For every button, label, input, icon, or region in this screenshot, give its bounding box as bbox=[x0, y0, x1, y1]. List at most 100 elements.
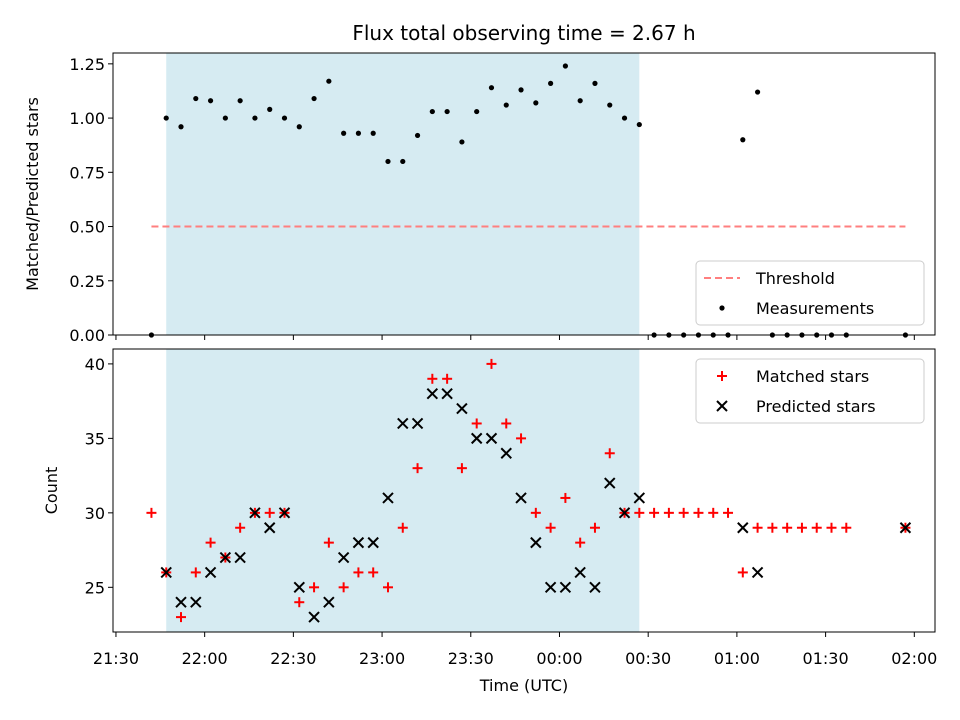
legend-entry: Matched stars bbox=[717, 367, 869, 386]
predicted-star-point bbox=[544, 581, 557, 594]
predicted-star-point bbox=[530, 536, 542, 549]
count-panel-frame bbox=[112, 348, 936, 633]
matched-star-point bbox=[678, 507, 689, 518]
measurement-point bbox=[740, 137, 746, 143]
legend-swatch bbox=[717, 371, 727, 381]
matched-star-point bbox=[575, 537, 586, 548]
predicted-star-point bbox=[234, 551, 246, 564]
legend-entry: Measurements bbox=[719, 299, 874, 318]
predicted-star-point bbox=[249, 507, 261, 519]
matched-star-point bbox=[841, 522, 852, 533]
measurement-point bbox=[548, 80, 554, 86]
ratio-legend: Threshold Measurements bbox=[695, 260, 925, 326]
matched-star-point bbox=[723, 507, 734, 518]
measurement-point bbox=[326, 78, 332, 84]
matched-star-point bbox=[412, 463, 423, 474]
predicted-star-point bbox=[751, 566, 764, 579]
legend-box bbox=[695, 260, 925, 326]
y-tick-label: 25 bbox=[85, 578, 105, 597]
x-tick-label: 23:30 bbox=[448, 649, 494, 668]
matched-star-point bbox=[323, 537, 334, 548]
matched-star-point bbox=[767, 522, 778, 533]
predicted-star-point bbox=[190, 596, 202, 608]
matched-star-point bbox=[338, 582, 349, 593]
matched-star-point bbox=[604, 448, 615, 459]
predicted-star-point bbox=[219, 551, 232, 564]
count-legend: Matched stars Predicted stars bbox=[695, 358, 925, 424]
x-tick-label: 01:30 bbox=[803, 649, 849, 668]
predicted-star-point bbox=[397, 417, 409, 430]
x-tick-label: 22:00 bbox=[182, 649, 228, 668]
legend-label: Threshold bbox=[755, 269, 835, 288]
predicted-star-point bbox=[293, 581, 305, 594]
matched-star-point bbox=[516, 433, 527, 444]
measurement-point bbox=[370, 130, 376, 136]
predicted-star-point bbox=[485, 432, 498, 445]
matched-star-point bbox=[353, 567, 364, 578]
legend-swatch bbox=[719, 305, 725, 311]
x-tick-label: 02:00 bbox=[891, 649, 937, 668]
matched-star-point bbox=[294, 597, 305, 608]
x-tick-label: 00:00 bbox=[536, 649, 582, 668]
y-tick-label: 35 bbox=[85, 429, 105, 448]
predicted-star-point bbox=[264, 522, 276, 534]
legend-box bbox=[695, 358, 925, 424]
predicted-star-point bbox=[456, 402, 468, 415]
measurement-point bbox=[636, 121, 642, 128]
matched-star-point bbox=[663, 507, 674, 518]
matched-star-point bbox=[427, 373, 438, 384]
matched-star-point bbox=[752, 522, 763, 533]
ratio-y-axis-label: Matched/Predicted stars bbox=[23, 97, 42, 291]
predicted-star-point bbox=[589, 581, 601, 594]
measurement-point bbox=[754, 89, 761, 95]
predicted-star-point bbox=[604, 477, 616, 489]
x-axis-label: Time (UTC) bbox=[479, 676, 568, 695]
matched-star-point bbox=[589, 522, 600, 533]
matched-star-point bbox=[397, 522, 408, 533]
matched-star-point bbox=[826, 522, 837, 533]
y-tick-label: 40 bbox=[85, 355, 105, 374]
predicted-star-point bbox=[441, 387, 453, 400]
chart-title: Flux total observing time = 2.67 h bbox=[352, 21, 695, 45]
matched-star-point bbox=[264, 507, 275, 518]
y-tick-label: 1.00 bbox=[69, 109, 105, 128]
measurement-point bbox=[296, 124, 302, 130]
matched-star-point bbox=[471, 418, 482, 429]
predicted-star-point bbox=[500, 447, 512, 459]
measurement-point bbox=[267, 106, 273, 112]
y-tick-label: 0.50 bbox=[69, 218, 105, 237]
matched-star-point bbox=[708, 507, 719, 518]
matched-star-point bbox=[649, 507, 660, 518]
measurement-point bbox=[621, 115, 628, 121]
predicted-star-point bbox=[175, 596, 187, 608]
y-tick-label: 0.25 bbox=[69, 272, 105, 291]
legend-entry: Predicted stars bbox=[716, 397, 876, 416]
measurement-point bbox=[281, 115, 288, 121]
measurement-point bbox=[193, 95, 199, 102]
measurement-point bbox=[163, 115, 169, 121]
measurement-point bbox=[237, 98, 243, 104]
measurement-point bbox=[444, 108, 450, 115]
matched-star-point bbox=[146, 507, 157, 518]
measurement-point bbox=[341, 130, 347, 136]
x-tick-label: 22:30 bbox=[270, 649, 316, 668]
matched-star-point bbox=[176, 612, 187, 623]
measurement-point bbox=[607, 102, 613, 108]
measurement-point bbox=[488, 85, 495, 91]
measurement-point bbox=[533, 100, 539, 106]
measurement-point bbox=[385, 158, 391, 165]
measurement-point bbox=[562, 63, 568, 69]
matched-star-point bbox=[737, 567, 748, 578]
measurement-point bbox=[207, 98, 214, 104]
measurement-point bbox=[518, 87, 524, 93]
y-tick-label: 0.75 bbox=[69, 163, 105, 182]
measurement-point bbox=[355, 130, 362, 136]
predicted-star-point bbox=[426, 387, 439, 400]
y-tick-label: 1.25 bbox=[69, 55, 105, 74]
measurement-point bbox=[459, 139, 465, 145]
count-y-axis-label: Count bbox=[42, 467, 61, 515]
y-tick-label: 30 bbox=[85, 504, 105, 523]
matched-star-point bbox=[456, 463, 467, 474]
predicted-star-point bbox=[323, 596, 335, 608]
matched-star-point bbox=[811, 522, 822, 533]
